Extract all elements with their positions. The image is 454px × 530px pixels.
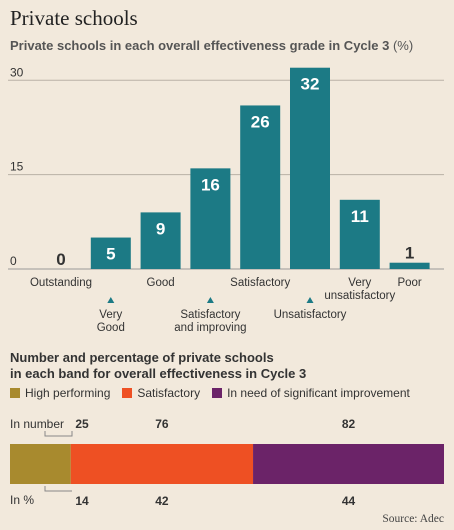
page-title: Private schools	[10, 6, 138, 30]
x-category-label: Very	[99, 309, 122, 321]
chart-subtitle-text: Private schools in each overall effectiv…	[10, 38, 390, 53]
stacked-title-line-1: Number and percentage of private schools	[10, 350, 274, 365]
row-label-percent: In %	[10, 493, 35, 507]
chart-subtitle: Private schools in each overall effectiv…	[10, 38, 413, 53]
stack-segment	[70, 444, 254, 484]
connector-line	[44, 431, 73, 437]
stack-segment	[253, 444, 444, 484]
legend-label: In need of significant improvement	[227, 386, 410, 400]
x-category-label: Satisfactory	[230, 277, 290, 289]
x-category-label: Satisfactory	[180, 309, 240, 321]
category-marker-triangle	[107, 297, 115, 303]
legend-item-improvement: In need of significant improvement	[212, 386, 410, 400]
bar	[140, 212, 181, 269]
bar	[290, 67, 330, 269]
bar	[389, 262, 430, 269]
x-category-label: Good	[147, 277, 175, 289]
number-value-label: 82	[342, 417, 356, 431]
row-label-number: In number	[10, 417, 65, 431]
bar	[240, 105, 281, 269]
x-category-label: Unsatisfactory	[274, 309, 347, 321]
bar-value-label: 5	[106, 245, 115, 264]
x-category-label: Outstanding	[30, 277, 92, 289]
bar-value-label: 11	[351, 207, 369, 226]
percent-value-label: 42	[155, 494, 169, 508]
category-marker-triangle	[206, 297, 214, 303]
bar-value-label: 16	[201, 175, 220, 194]
chart-unit: (%)	[392, 38, 414, 53]
x-category-label: Good	[97, 322, 125, 334]
x-category-label: and improving	[174, 322, 246, 334]
x-category-label: unsatisfactory	[324, 290, 395, 302]
bar	[339, 199, 380, 269]
connector-line	[44, 486, 72, 492]
bar-value-label: 32	[301, 75, 320, 94]
legend-label: Satisfactory	[137, 386, 201, 400]
number-value-label: 25	[75, 417, 89, 431]
bar-value-label: 1	[405, 244, 414, 263]
bar	[190, 168, 231, 269]
legend-swatch	[212, 388, 223, 398]
y-tick-label: 30	[10, 65, 24, 79]
y-tick-label: 15	[10, 160, 24, 174]
legend: High performing Satisfactory In need of …	[10, 386, 410, 400]
percent-value-label: 44	[342, 494, 356, 508]
percent-value-label: 14	[75, 494, 89, 508]
bar-value-label: 0	[56, 250, 65, 269]
stacked-chart-title: Number and percentage of private schools…	[10, 350, 306, 382]
bar-value-label: 9	[156, 219, 165, 238]
bar-value-label: 26	[251, 112, 270, 131]
legend-item-high-performing: High performing	[10, 386, 110, 400]
y-tick-label: 0	[10, 254, 17, 268]
stack-segment	[10, 444, 71, 484]
x-category-label: Poor	[397, 277, 421, 289]
category-marker-triangle	[306, 297, 314, 303]
stacked-title-line-2: in each band for overall effectiveness i…	[10, 366, 307, 381]
bar	[90, 237, 131, 269]
x-category-label: Very	[348, 277, 371, 289]
legend-item-satisfactory: Satisfactory	[122, 386, 200, 400]
legend-swatch	[122, 388, 133, 398]
number-value-label: 76	[155, 417, 169, 431]
source-note: Source: Adec	[382, 513, 444, 525]
legend-swatch	[10, 388, 20, 398]
legend-label: High performing	[25, 386, 111, 400]
